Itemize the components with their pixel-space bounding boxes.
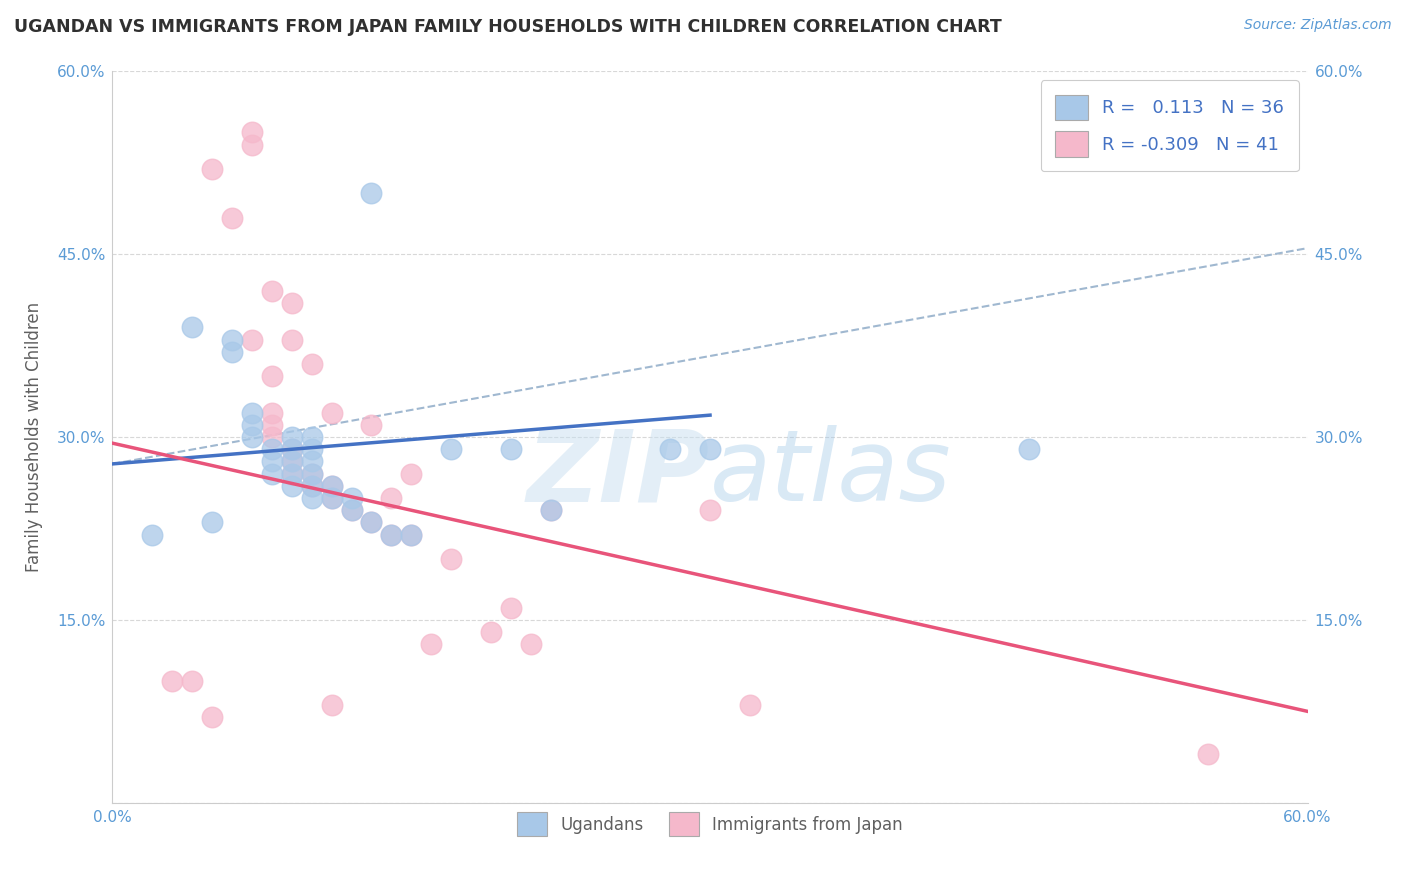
Point	[321, 491, 343, 505]
Point	[301, 454, 323, 468]
Point	[440, 552, 463, 566]
Point	[281, 333, 304, 347]
Point	[540, 503, 562, 517]
Point	[401, 467, 423, 481]
Point	[281, 467, 304, 481]
Point	[659, 442, 682, 457]
Point	[479, 625, 502, 640]
Point	[181, 673, 204, 688]
Text: UGANDAN VS IMMIGRANTS FROM JAPAN FAMILY HOUSEHOLDS WITH CHILDREN CORRELATION CHA: UGANDAN VS IMMIGRANTS FROM JAPAN FAMILY …	[14, 18, 1002, 36]
Point	[321, 479, 343, 493]
Point	[360, 186, 382, 201]
Point	[281, 442, 304, 457]
Point	[240, 430, 263, 444]
Point	[301, 467, 323, 481]
Point	[340, 503, 363, 517]
Point	[340, 491, 363, 505]
Point	[499, 600, 522, 615]
Point	[301, 467, 323, 481]
Point	[281, 479, 304, 493]
Point	[699, 442, 721, 457]
Point	[260, 454, 283, 468]
Point	[281, 454, 304, 468]
Point	[301, 442, 323, 457]
Point	[321, 406, 343, 420]
Point	[240, 137, 263, 152]
Point	[260, 442, 283, 457]
Point	[440, 442, 463, 457]
Point	[221, 333, 243, 347]
Point	[260, 406, 283, 420]
Point	[340, 503, 363, 517]
Point	[1018, 442, 1040, 457]
Point	[301, 357, 323, 371]
Y-axis label: Family Households with Children: Family Households with Children	[25, 302, 44, 572]
Point	[162, 673, 183, 688]
Point	[520, 637, 543, 651]
Legend: Ugandans, Immigrants from Japan: Ugandans, Immigrants from Japan	[503, 799, 917, 849]
Point	[240, 406, 263, 420]
Point	[240, 417, 263, 432]
Point	[281, 296, 304, 310]
Point	[401, 527, 423, 541]
Point	[380, 527, 402, 541]
Point	[301, 479, 323, 493]
Point	[221, 344, 243, 359]
Point	[141, 527, 163, 541]
Point	[260, 417, 283, 432]
Point	[240, 125, 263, 139]
Point	[301, 430, 323, 444]
Point	[321, 479, 343, 493]
Point	[201, 161, 224, 176]
Point	[401, 527, 423, 541]
Point	[380, 527, 402, 541]
Text: ZIP: ZIP	[527, 425, 710, 522]
Text: Source: ZipAtlas.com: Source: ZipAtlas.com	[1244, 18, 1392, 32]
Point	[301, 479, 323, 493]
Point	[1197, 747, 1219, 761]
Point	[420, 637, 443, 651]
Point	[321, 491, 343, 505]
Point	[260, 369, 283, 384]
Point	[360, 417, 382, 432]
Point	[301, 491, 323, 505]
Text: atlas: atlas	[710, 425, 952, 522]
Point	[181, 320, 204, 334]
Point	[281, 430, 304, 444]
Point	[201, 710, 224, 724]
Point	[738, 698, 761, 713]
Point	[281, 467, 304, 481]
Point	[499, 442, 522, 457]
Point	[260, 467, 283, 481]
Point	[260, 284, 283, 298]
Point	[240, 333, 263, 347]
Point	[260, 430, 283, 444]
Point	[201, 516, 224, 530]
Point	[360, 516, 382, 530]
Point	[281, 454, 304, 468]
Point	[380, 491, 402, 505]
Point	[221, 211, 243, 225]
Point	[281, 442, 304, 457]
Point	[540, 503, 562, 517]
Point	[321, 698, 343, 713]
Point	[699, 503, 721, 517]
Point	[360, 516, 382, 530]
